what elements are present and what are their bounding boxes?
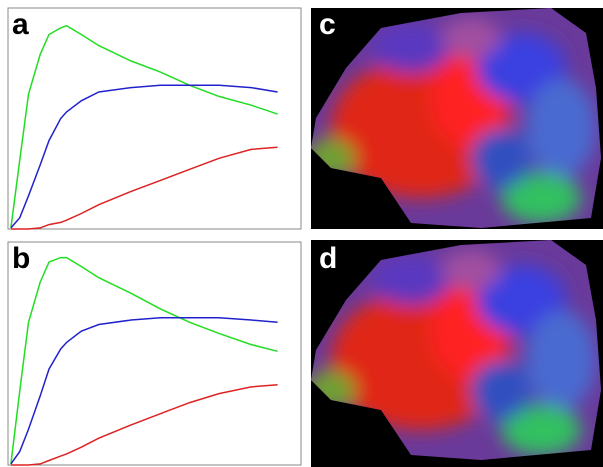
line-series	[10, 383, 278, 466]
panel-label: d	[319, 242, 337, 275]
line-series	[10, 317, 278, 465]
panel-label: a	[12, 8, 29, 41]
line-series	[10, 146, 278, 230]
line-series	[10, 256, 278, 464]
image-panel: c	[311, 8, 603, 229]
image-panel: d	[311, 240, 603, 467]
line-series	[10, 24, 278, 228]
panel-label: b	[12, 242, 30, 275]
plot-frame	[7, 241, 302, 466]
line-series	[10, 84, 278, 229]
plot-frame	[7, 7, 302, 230]
panel-label: c	[319, 8, 336, 41]
